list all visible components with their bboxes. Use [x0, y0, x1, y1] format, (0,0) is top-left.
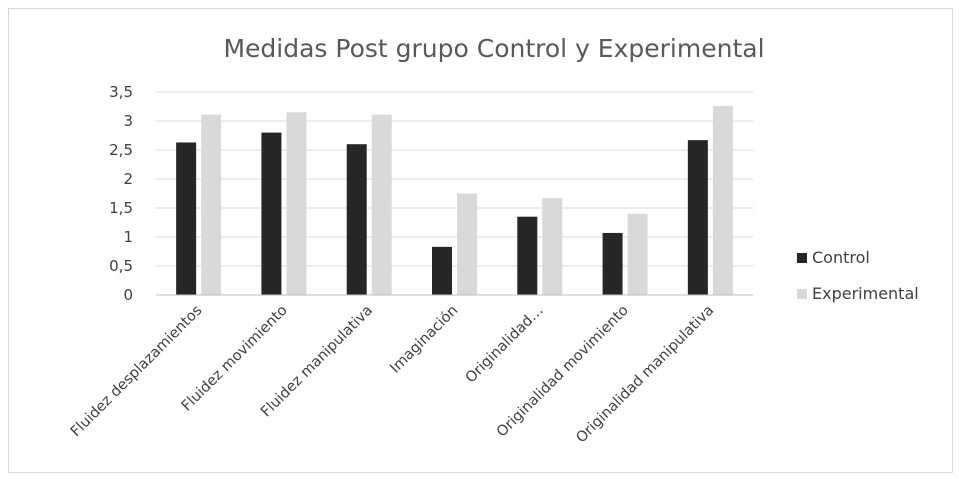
bar-control	[432, 246, 452, 295]
gridlines	[156, 91, 753, 267]
x-category-label: Fluidez desplazamientos	[68, 303, 206, 441]
chart-frame: Medidas Post grupo Control y Experimenta…	[8, 8, 953, 473]
y-tick-label: 1	[123, 228, 133, 246]
bar-experimental	[201, 114, 222, 296]
y-axis-ticks: 0 0,5 1 1,5 2 2,5 3 3,5	[109, 83, 133, 304]
bar-control	[176, 142, 197, 295]
bar-control	[261, 132, 282, 295]
bar-experimental	[286, 112, 307, 295]
bar-control	[346, 144, 367, 295]
bar-chart: Medidas Post grupo Control y Experimenta…	[68, 34, 919, 446]
bar-experimental	[457, 193, 477, 295]
bar-experimental	[371, 114, 392, 296]
x-category-label: Imaginación	[387, 303, 461, 377]
y-tick-label: 2	[123, 170, 133, 188]
y-tick-label: 1,5	[109, 199, 133, 217]
y-tick-label: 2,5	[109, 141, 133, 159]
legend: Control Experimental	[797, 248, 919, 303]
y-tick-label: 0,5	[109, 257, 133, 275]
legend-label: Experimental	[812, 284, 919, 303]
bar-control	[687, 140, 708, 295]
chart-title: Medidas Post grupo Control y Experimenta…	[223, 34, 764, 63]
bar-experimental	[712, 105, 733, 295]
legend-label: Control	[812, 248, 870, 267]
y-tick-label: 3,5	[109, 83, 133, 101]
x-category-label: Originalidad manipulativa	[573, 303, 717, 447]
bar-experimental	[627, 213, 648, 295]
y-tick-label: 0	[123, 286, 133, 304]
legend-swatch	[797, 253, 807, 263]
bars	[176, 105, 733, 296]
bar-control	[602, 232, 623, 295]
y-tick-label: 3	[123, 112, 133, 130]
legend-swatch	[797, 289, 807, 299]
x-category-label: Originalidad…	[463, 303, 547, 387]
bar-control	[517, 216, 538, 295]
bar-experimental	[542, 198, 563, 295]
